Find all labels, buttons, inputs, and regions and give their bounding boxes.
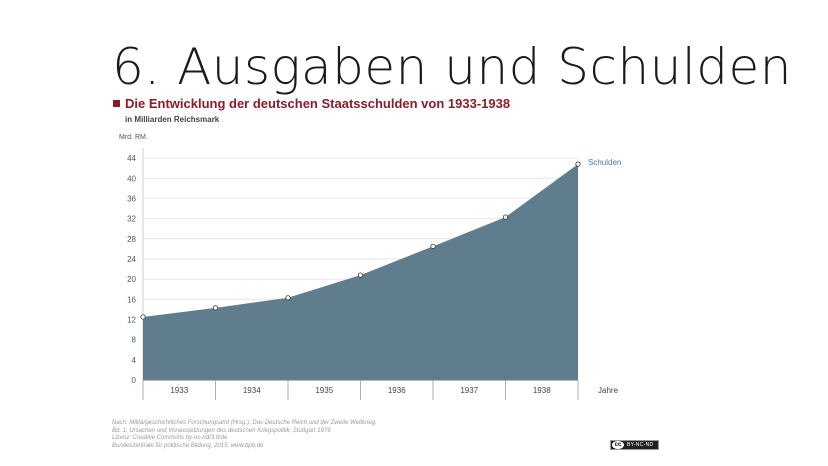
source-line: Lizenz: Creative Commons by-nc-nd/3.0/de — [112, 435, 228, 441]
y-tick-label: 44 — [127, 154, 136, 163]
data-point — [357, 272, 364, 278]
data-point — [140, 314, 146, 320]
chart-subtitle: in Milliarden Reichsmark — [125, 115, 220, 124]
x-tick-label: 1938 — [533, 386, 551, 395]
data-point — [430, 243, 436, 249]
series-label: Schulden — [588, 158, 621, 167]
y-tick-label: 20 — [127, 275, 136, 284]
y-tick-label: 32 — [127, 215, 136, 224]
y-tick-label: 40 — [127, 174, 136, 183]
y-tick-label: 8 — [132, 336, 137, 345]
source-line: Nach: Militärgeschichtliches Forschungsa… — [112, 420, 377, 426]
x-tick-label: 1934 — [243, 386, 261, 395]
y-tick-label: 4 — [132, 356, 137, 365]
source-line: Bundeszentrale für politische Bildung, 2… — [112, 442, 264, 449]
data-point — [212, 305, 219, 311]
source-note: Nach: Militärgeschichtliches Forschungsa… — [112, 420, 377, 450]
cc-license-badge[interactable]: cc BY-NC-ND — [610, 440, 659, 450]
chart-title-marker — [113, 100, 120, 107]
chart-title: Die Entwicklung der deutschen Staatsschu… — [125, 96, 511, 111]
x-axis-label: Jahre — [598, 386, 619, 395]
x-tick-label: 1935 — [315, 386, 333, 395]
y-tick-label: 24 — [127, 255, 136, 264]
x-tick-label: 1937 — [460, 386, 478, 395]
data-point — [285, 295, 291, 301]
data-point — [575, 161, 581, 167]
y-tick-label: 12 — [127, 315, 136, 324]
y-tick-label: 0 — [132, 376, 137, 385]
data-point — [502, 214, 509, 220]
source-line: Bd. 1. Ursachen und Voraussetzungen des … — [112, 427, 331, 434]
y-tick-label: 36 — [127, 194, 136, 203]
series-area — [143, 164, 578, 380]
y-tick-label: 28 — [127, 235, 136, 244]
cc-license-text: BY-NC-ND — [627, 442, 654, 448]
cc-icon: cc — [612, 441, 624, 449]
slide-title: 6. Ausgaben und Schulden — [112, 38, 792, 96]
y-axis-label: Mrd. RM. — [119, 134, 148, 141]
x-tick-label: 1933 — [170, 386, 188, 395]
y-tick-label: 16 — [127, 295, 136, 304]
x-tick-label: 1936 — [388, 386, 406, 395]
